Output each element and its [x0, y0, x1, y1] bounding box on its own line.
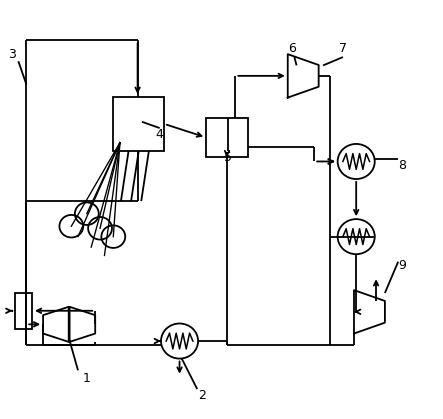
Bar	[113, 97, 164, 151]
Bar	[15, 293, 32, 328]
Text: 2: 2	[198, 389, 206, 402]
Text: 6: 6	[288, 42, 296, 55]
Text: 7: 7	[339, 42, 347, 55]
Text: 8: 8	[399, 159, 407, 172]
Text: 5: 5	[224, 151, 232, 164]
Text: 9: 9	[399, 259, 407, 272]
Text: 3: 3	[8, 49, 16, 62]
Text: 4: 4	[156, 128, 163, 141]
Bar	[206, 118, 248, 157]
Text: 1: 1	[83, 372, 91, 385]
